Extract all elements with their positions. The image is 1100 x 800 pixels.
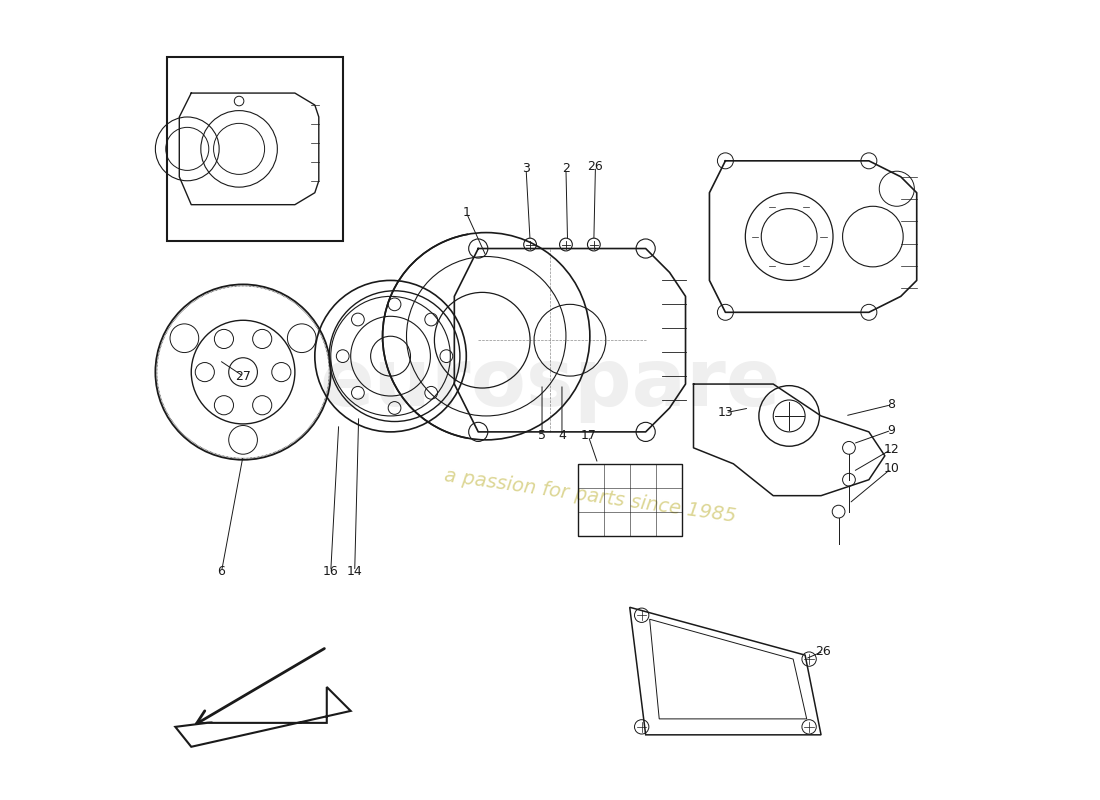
Bar [578, 464, 682, 535]
Bar [167, 57, 343, 241]
Text: 13: 13 [717, 406, 734, 419]
Text: eurospare: eurospare [319, 345, 781, 423]
Text: 2: 2 [562, 162, 570, 175]
Text: 12: 12 [883, 443, 899, 456]
Text: 26: 26 [587, 160, 603, 173]
Text: 10: 10 [883, 462, 899, 475]
Text: 8: 8 [888, 398, 895, 411]
Text: a passion for parts since 1985: a passion for parts since 1985 [442, 466, 737, 526]
FancyArrowPatch shape [196, 649, 324, 724]
Text: 5: 5 [538, 430, 546, 442]
Text: 4: 4 [558, 430, 565, 442]
Text: 27: 27 [235, 370, 251, 382]
Polygon shape [175, 687, 351, 746]
Text: 6: 6 [218, 565, 226, 578]
Text: 9: 9 [888, 424, 895, 437]
Text: 26: 26 [815, 645, 832, 658]
Text: 3: 3 [522, 162, 530, 175]
Text: 17: 17 [581, 430, 596, 442]
Text: 1: 1 [462, 206, 470, 219]
Text: 16: 16 [323, 565, 339, 578]
Text: 14: 14 [346, 565, 363, 578]
